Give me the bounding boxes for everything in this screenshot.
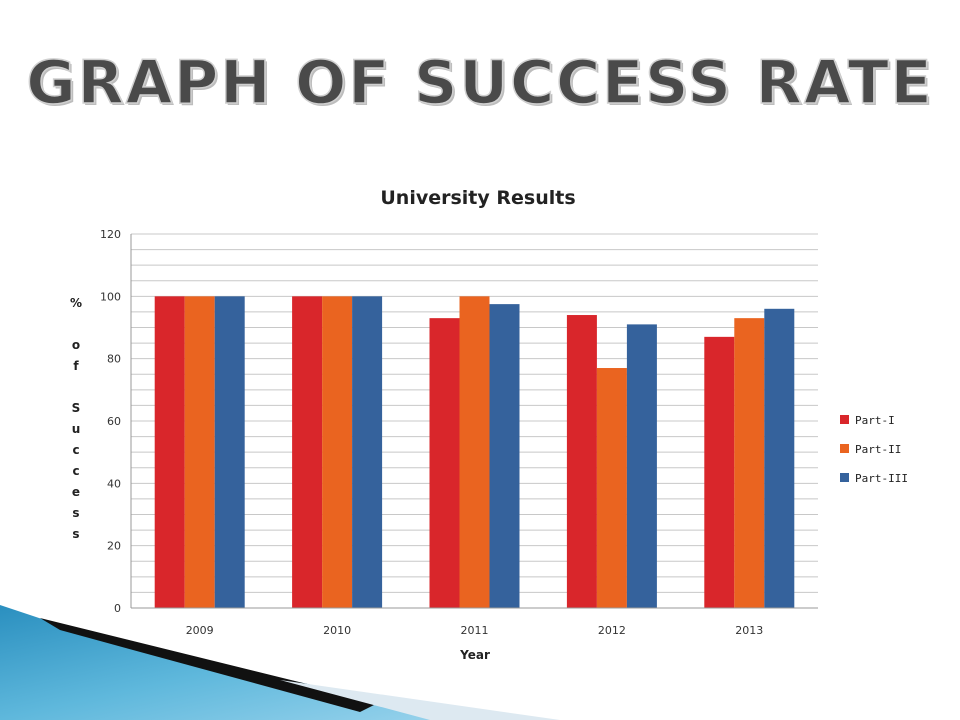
y-tick-label: 120 (100, 228, 121, 241)
bar-part-i-2009 (154, 296, 185, 608)
bar-part-i-2013 (704, 336, 735, 608)
y-axis-label-char: o (72, 338, 80, 352)
y-axis-label-char: c (72, 464, 79, 478)
y-tick-label: 100 (100, 290, 121, 303)
y-axis-label-char: c (72, 443, 79, 457)
x-tick-label: 2009 (186, 624, 214, 637)
bar-part-ii-2011 (459, 296, 490, 608)
x-tick-label: 2013 (735, 624, 763, 637)
bar-part-i-2011 (429, 318, 460, 608)
bar-part-iii-2011 (489, 304, 520, 608)
bar-part-iii-2013 (764, 308, 795, 608)
bar-part-ii-2012 (596, 368, 627, 608)
y-axis-label-char: s (72, 527, 79, 541)
y-tick-label: 80 (107, 353, 121, 366)
legend-swatch (840, 444, 849, 453)
legend-label: Part-II (855, 443, 901, 456)
bar-part-iii-2009 (214, 296, 245, 608)
legend-swatch (840, 473, 849, 482)
bar-part-iii-2010 (352, 296, 383, 608)
bar-part-ii-2013 (734, 318, 765, 608)
y-tick-label: 60 (107, 415, 121, 428)
y-axis-label-char: S (72, 401, 81, 415)
chart-title: University Results (380, 187, 575, 209)
bar-part-i-2012 (566, 315, 597, 608)
x-axis-ticks: 2009 2010 2011 2012 2013 (186, 624, 764, 637)
legend-swatch (840, 415, 849, 424)
y-axis-label-char: f (73, 359, 79, 373)
x-tick-label: 2012 (598, 624, 626, 637)
x-axis-label: Year (459, 648, 490, 662)
x-tick-label: 2011 (461, 624, 489, 637)
legend-label: Part-III (855, 472, 908, 485)
y-axis-ticks: 0 20 40 60 80 100 120 (100, 228, 121, 615)
bar-part-ii-2009 (184, 296, 215, 608)
y-axis-label-char: s (72, 506, 79, 520)
y-axis-label-char: u (72, 422, 81, 436)
y-tick-label: 40 (107, 477, 121, 490)
y-tick-label: 0 (114, 602, 121, 615)
y-axis-label-char: % (70, 296, 82, 310)
bar-part-ii-2010 (322, 296, 353, 608)
bars (154, 296, 795, 608)
legend: Part-I Part-II Part-III (840, 414, 908, 485)
slide-title: GRAPH OF SUCCESS RATE (26, 47, 934, 119)
bar-part-i-2010 (292, 296, 323, 608)
y-axis-label-char: e (72, 485, 80, 499)
legend-label: Part-I (855, 414, 895, 427)
bar-part-iii-2012 (626, 324, 657, 608)
x-tick-label: 2010 (323, 624, 351, 637)
y-tick-label: 20 (107, 540, 121, 553)
